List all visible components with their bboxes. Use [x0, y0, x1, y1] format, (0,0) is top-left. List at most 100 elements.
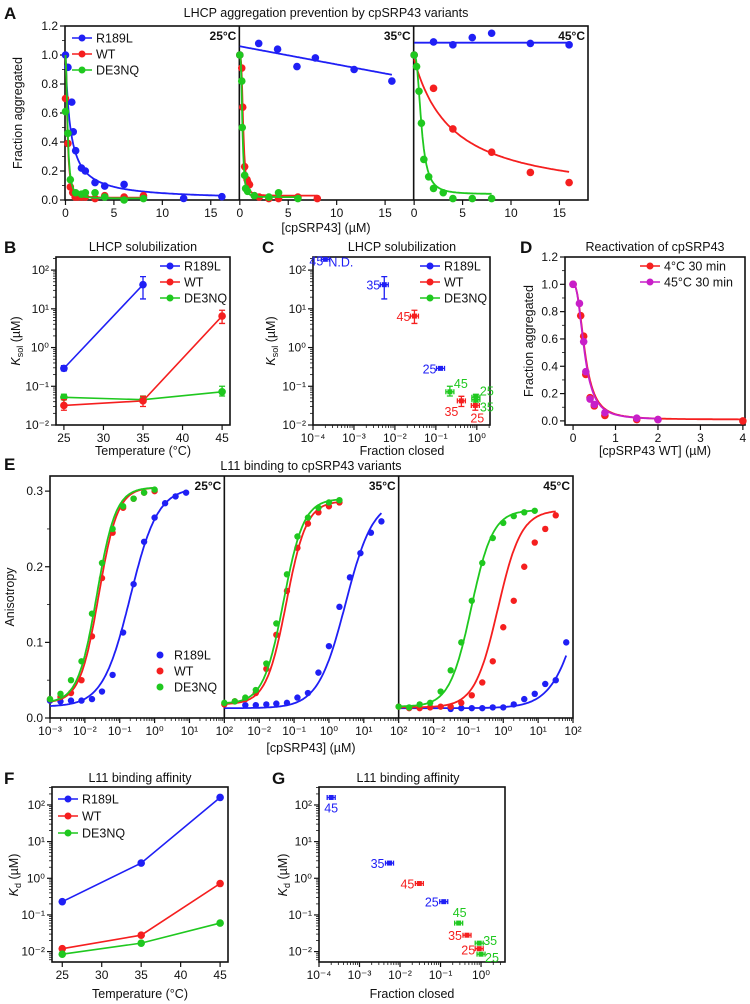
- data-point: [100, 182, 109, 190]
- data-point: [311, 54, 320, 62]
- x-tick-label: 10⁻¹: [429, 968, 453, 982]
- data-point: [632, 414, 641, 422]
- data-point: [218, 192, 226, 201]
- data-point: [88, 695, 96, 703]
- data-series: [221, 497, 343, 707]
- data-point: [412, 62, 421, 71]
- x-tick-label: 10⁰: [320, 724, 338, 738]
- fit-curve: [224, 512, 383, 709]
- data-point: [531, 507, 538, 514]
- y-axis-label: Kd (µM): [276, 854, 292, 897]
- data-point: [468, 704, 475, 712]
- data-point: [100, 193, 109, 201]
- legend-marker: [78, 34, 86, 42]
- data-point: [579, 337, 588, 346]
- legend-label: R189L: [444, 260, 481, 274]
- legend-item: R189L: [420, 260, 481, 274]
- data-series: [236, 39, 396, 85]
- x-axis-label: [cpSRP43] (µM): [266, 741, 355, 755]
- data-series: [224, 512, 385, 709]
- data-point: [438, 365, 444, 371]
- data-point: [273, 620, 280, 627]
- y-label-subscript: d: [13, 883, 23, 888]
- x-tick-label: 30: [95, 968, 109, 982]
- data-point: [357, 549, 364, 557]
- y-label-symbol: K: [264, 357, 278, 366]
- data-point: [478, 951, 484, 957]
- data-point: [263, 701, 270, 708]
- x-tick-label: 2: [655, 431, 662, 445]
- x-tick-label: 15: [553, 206, 567, 220]
- legend-marker: [426, 278, 434, 286]
- point-label: 35: [444, 405, 458, 419]
- data-point: [426, 704, 434, 711]
- data-point: [441, 899, 447, 905]
- data-point: [458, 704, 465, 712]
- data-point: [322, 256, 328, 262]
- panel-label: D: [520, 238, 532, 257]
- y-label-subscript: sol: [15, 346, 25, 358]
- data-point: [98, 688, 106, 695]
- data-point: [139, 280, 147, 289]
- y-tick-label: 10⁰: [27, 871, 45, 885]
- legend-label: R189L: [184, 260, 221, 274]
- fit-curve: [239, 54, 318, 197]
- data-series: [58, 919, 224, 958]
- data-point: [542, 680, 549, 688]
- data-series: [410, 51, 573, 187]
- data-series: [395, 507, 538, 711]
- x-tick-label: 35: [135, 968, 149, 982]
- legend-label: DE3NQ: [174, 681, 217, 695]
- x-tick-label: 10⁻¹: [424, 431, 448, 445]
- legend-label: DE3NQ: [96, 64, 139, 78]
- data-point: [447, 389, 453, 395]
- x-tick-label: 10⁻¹: [457, 724, 481, 738]
- legend-marker: [426, 294, 434, 302]
- data-point: [216, 919, 224, 927]
- x-tick-label: 10⁰: [472, 968, 490, 982]
- point-label: 25: [470, 411, 484, 425]
- panel-c: C LHCP solubilization 10⁻² 10⁻¹ 10⁰ 10¹ 10² Kso…: [262, 238, 494, 458]
- data-point: [109, 671, 116, 679]
- data-point: [67, 676, 75, 684]
- x-tick-label: 5: [285, 206, 292, 220]
- panel-title: LHCP aggregation prevention by cpSRP43 v…: [184, 6, 469, 20]
- data-point: [273, 700, 280, 707]
- data-point: [521, 563, 528, 570]
- plot-frame: [564, 256, 746, 426]
- plot-frame: [312, 256, 491, 426]
- panel-title: L11 binding affinity: [356, 771, 460, 785]
- legend-item: R189L: [72, 32, 133, 46]
- data-point: [315, 509, 322, 516]
- legend-marker: [64, 795, 72, 803]
- data-point: [468, 692, 475, 699]
- legend-label: R189L: [82, 793, 119, 807]
- data-point: [81, 188, 90, 197]
- x-tick-label: 45: [213, 968, 227, 982]
- data-point: [552, 676, 559, 684]
- fit-curve: [398, 510, 556, 709]
- data-point: [265, 193, 273, 201]
- legend-item: DE3NQ: [58, 827, 125, 841]
- data-point: [221, 699, 228, 707]
- y-tick-label: 0.3: [26, 484, 43, 498]
- y-label-subscript: sol: [270, 346, 280, 358]
- subpanel: 25 30 35 40 45: [57, 275, 229, 445]
- data-point: [456, 920, 462, 926]
- data-point: [449, 125, 457, 133]
- x-axis-label: [cpSRP43 WT] (µM): [599, 444, 711, 458]
- point-label: 25: [425, 896, 439, 910]
- data-point: [294, 533, 301, 540]
- y-tick-label: 0.2: [541, 387, 558, 401]
- point-label: 25: [485, 951, 499, 965]
- x-axis-label: Fraction closed: [370, 987, 455, 1001]
- panel-label: F: [4, 769, 14, 788]
- subpanel-temperature-label: 25°C: [195, 479, 222, 493]
- data-point: [151, 486, 158, 493]
- legend-item: WT: [160, 276, 204, 290]
- data-point: [458, 699, 465, 707]
- legend-marker: [166, 294, 174, 302]
- legend-item: 45°C 30 min: [640, 276, 733, 290]
